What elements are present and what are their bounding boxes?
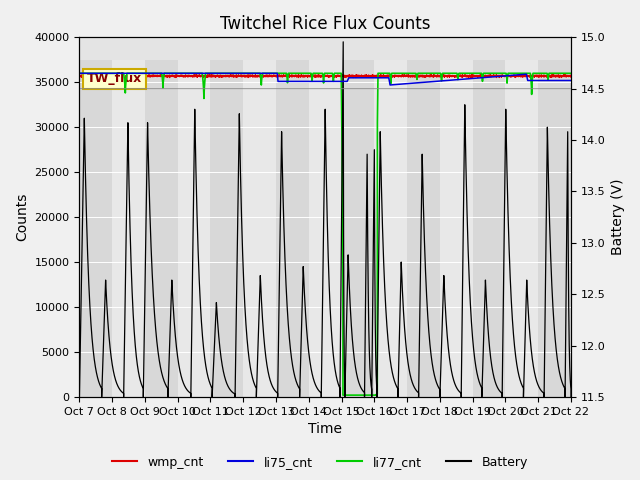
Bar bbox=[112, 37, 145, 397]
Title: Twitchel Rice Flux Counts: Twitchel Rice Flux Counts bbox=[220, 15, 431, 33]
Bar bbox=[79, 37, 112, 397]
Bar bbox=[374, 37, 407, 397]
Bar bbox=[145, 37, 178, 397]
Bar bbox=[243, 37, 276, 397]
Bar bbox=[309, 37, 342, 397]
Bar bbox=[178, 37, 211, 397]
X-axis label: Time: Time bbox=[308, 422, 342, 436]
Bar bbox=[79, 37, 571, 60]
Y-axis label: Battery (V): Battery (V) bbox=[611, 179, 625, 255]
Bar bbox=[473, 37, 506, 397]
Legend: wmp_cnt, li75_cnt, li77_cnt, Battery: wmp_cnt, li75_cnt, li77_cnt, Battery bbox=[107, 451, 533, 474]
Text: TW_flux: TW_flux bbox=[87, 72, 142, 85]
Bar bbox=[276, 37, 309, 397]
Bar bbox=[211, 37, 243, 397]
Bar bbox=[407, 37, 440, 397]
Y-axis label: Counts: Counts bbox=[15, 193, 29, 241]
Bar bbox=[506, 37, 538, 397]
Bar bbox=[538, 37, 571, 397]
Bar bbox=[342, 37, 374, 397]
Bar bbox=[440, 37, 473, 397]
